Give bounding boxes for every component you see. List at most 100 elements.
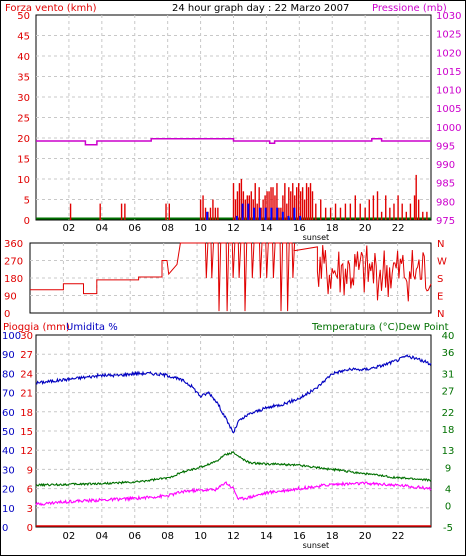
climate-x-tick-label: 18 — [326, 531, 339, 542]
wind-direction-tick-label: 0 — [4, 309, 10, 320]
rain-tick-label: 12 — [20, 446, 33, 457]
temperature-tick-label: 40 — [442, 331, 455, 342]
climate-x-tick-label: 02 — [63, 531, 76, 542]
wind-direction-tick-label: 180 — [4, 274, 23, 285]
pressure-tick-label: 990 — [436, 160, 455, 171]
humidity-tick-label: 0 — [2, 523, 8, 534]
rain-tick-label: 3 — [27, 504, 33, 515]
wind-pressure-x-tick-label: 08 — [161, 223, 174, 234]
wind-speed-tick-label: 45 — [17, 32, 30, 43]
humidity-tick-label: 90 — [2, 350, 15, 361]
temperature-tick-label: 22 — [442, 408, 455, 419]
climate-x-tick-label: 08 — [161, 531, 174, 542]
rain-tick-label: 15 — [20, 427, 33, 438]
wind-speed-tick-label: 15 — [17, 155, 30, 166]
wind-pressure-x-tick-label: 06 — [128, 223, 141, 234]
rain-tick-label: 18 — [20, 408, 33, 419]
rain-humidity-temperature-panel: 0102030405060708090100036912151821242730… — [2, 331, 454, 550]
wind-speed-tick-label: 30 — [17, 93, 30, 104]
temperature-tick-label: 4 — [445, 485, 451, 496]
temperature-tick-label: 18 — [442, 425, 455, 436]
temperature-line — [35, 451, 432, 488]
humidity-tick-label: 50 — [2, 427, 15, 438]
climate-x-tick-label: 20 — [359, 531, 372, 542]
rain-tick-label: 24 — [20, 369, 33, 380]
compass-label: E — [437, 292, 443, 303]
pressure-tick-label: 1020 — [436, 48, 461, 59]
wind-pressure-panel: 0510152025303540455097598098599099510001… — [17, 11, 461, 242]
humidity-tick-label: 10 — [2, 504, 15, 515]
wind-direction-tick-label: 90 — [4, 292, 17, 303]
compass-label: S — [437, 274, 443, 285]
climate-x-tick-label: 06 — [128, 531, 141, 542]
sunset-marker-top: sunset — [303, 233, 330, 242]
rain-axis-title: Pioggia (mm) — [3, 322, 70, 333]
climate-x-tick-label: 14 — [260, 531, 273, 542]
pressure-tick-label: 995 — [436, 141, 455, 152]
humidity-line — [35, 353, 432, 434]
humidity-axis-title: Umidita % — [66, 322, 118, 333]
rain-tick-label: 6 — [27, 485, 33, 496]
humidity-tick-label: 80 — [2, 369, 15, 380]
wind-direction-tick-label: 360 — [4, 239, 23, 250]
humidity-tick-label: 60 — [2, 408, 15, 419]
climate-x-tick-label: 16 — [293, 531, 306, 542]
wind-direction-tick-label: 270 — [4, 257, 23, 268]
humidity-tick-label: 30 — [2, 465, 15, 476]
wind-speed-axis-title: Forza vento (kmh) — [5, 3, 97, 14]
wind-pressure-x-tick-label: 16 — [293, 223, 306, 234]
wind-direction-line — [30, 242, 432, 312]
compass-label: N — [437, 309, 444, 320]
chart-title: 24 hour graph day : 22 Marzo 2007 — [172, 3, 349, 14]
wind-speed-tick-label: 25 — [17, 114, 30, 125]
climate-x-tick-label: 10 — [194, 531, 207, 542]
pressure-tick-label: 1030 — [436, 11, 461, 22]
temperature-tick-label: -5 — [443, 523, 453, 534]
rain-tick-label: 27 — [20, 350, 33, 361]
compass-label: W — [437, 257, 447, 268]
pressure-tick-label: 985 — [436, 179, 455, 190]
pressure-tick-label: 980 — [436, 197, 455, 208]
wind-pressure-x-tick-label: 10 — [194, 223, 207, 234]
wind-speed-tick-label: 35 — [17, 73, 30, 84]
wind-pressure-x-tick-label: 20 — [359, 223, 372, 234]
pressure-tick-label: 1010 — [436, 86, 461, 97]
pressure-tick-label: 975 — [436, 216, 455, 227]
wind-speed-tick-label: 0 — [24, 216, 30, 227]
temperature-axis-title: Temperatura (°C)Dew Point — [311, 322, 449, 333]
pressure-tick-label: 1005 — [436, 104, 461, 115]
rain-tick-label: 0 — [27, 523, 33, 534]
wind-speed-tick-label: 50 — [17, 11, 30, 22]
temperature-tick-label: 13 — [442, 446, 455, 457]
wind-pressure-x-tick-label: 18 — [326, 223, 339, 234]
rain-tick-label: 9 — [27, 465, 33, 476]
wind-pressure-x-tick-label: 22 — [392, 223, 405, 234]
pressure-tick-label: 1015 — [436, 67, 461, 78]
temperature-tick-label: 27 — [442, 386, 455, 397]
climate-x-tick-label: 04 — [95, 531, 108, 542]
wind-pressure-x-tick-label: 14 — [260, 223, 273, 234]
rain-tick-label: 21 — [20, 389, 33, 400]
wind-speed-tick-label: 20 — [17, 134, 30, 145]
temperature-tick-label: 9 — [445, 463, 451, 474]
wind-speed-tick-label: 40 — [17, 52, 30, 63]
pressure-tick-label: 1000 — [436, 123, 461, 134]
wind-pressure-x-tick-label: 12 — [227, 223, 240, 234]
humidity-tick-label: 20 — [2, 485, 15, 496]
sunset-marker-bottom: sunset — [303, 541, 330, 550]
pressure-axis-title: Pressione (mb) — [372, 3, 447, 14]
humidity-tick-label: 70 — [2, 389, 15, 400]
wind-pressure-x-tick-label: 04 — [95, 223, 108, 234]
climate-x-tick-label: 12 — [227, 531, 240, 542]
wind-pressure-x-tick-label: 02 — [63, 223, 76, 234]
wind-speed-tick-label: 10 — [17, 175, 30, 186]
compass-label: N — [437, 239, 444, 250]
temperature-tick-label: 0 — [445, 502, 451, 513]
climate-x-tick-label: 22 — [392, 531, 405, 542]
wind-speed-tick-label: 5 — [24, 196, 30, 207]
rain-tick-label: 30 — [20, 331, 33, 342]
pressure-tick-label: 1025 — [436, 30, 461, 41]
pressure-line — [36, 137, 431, 146]
